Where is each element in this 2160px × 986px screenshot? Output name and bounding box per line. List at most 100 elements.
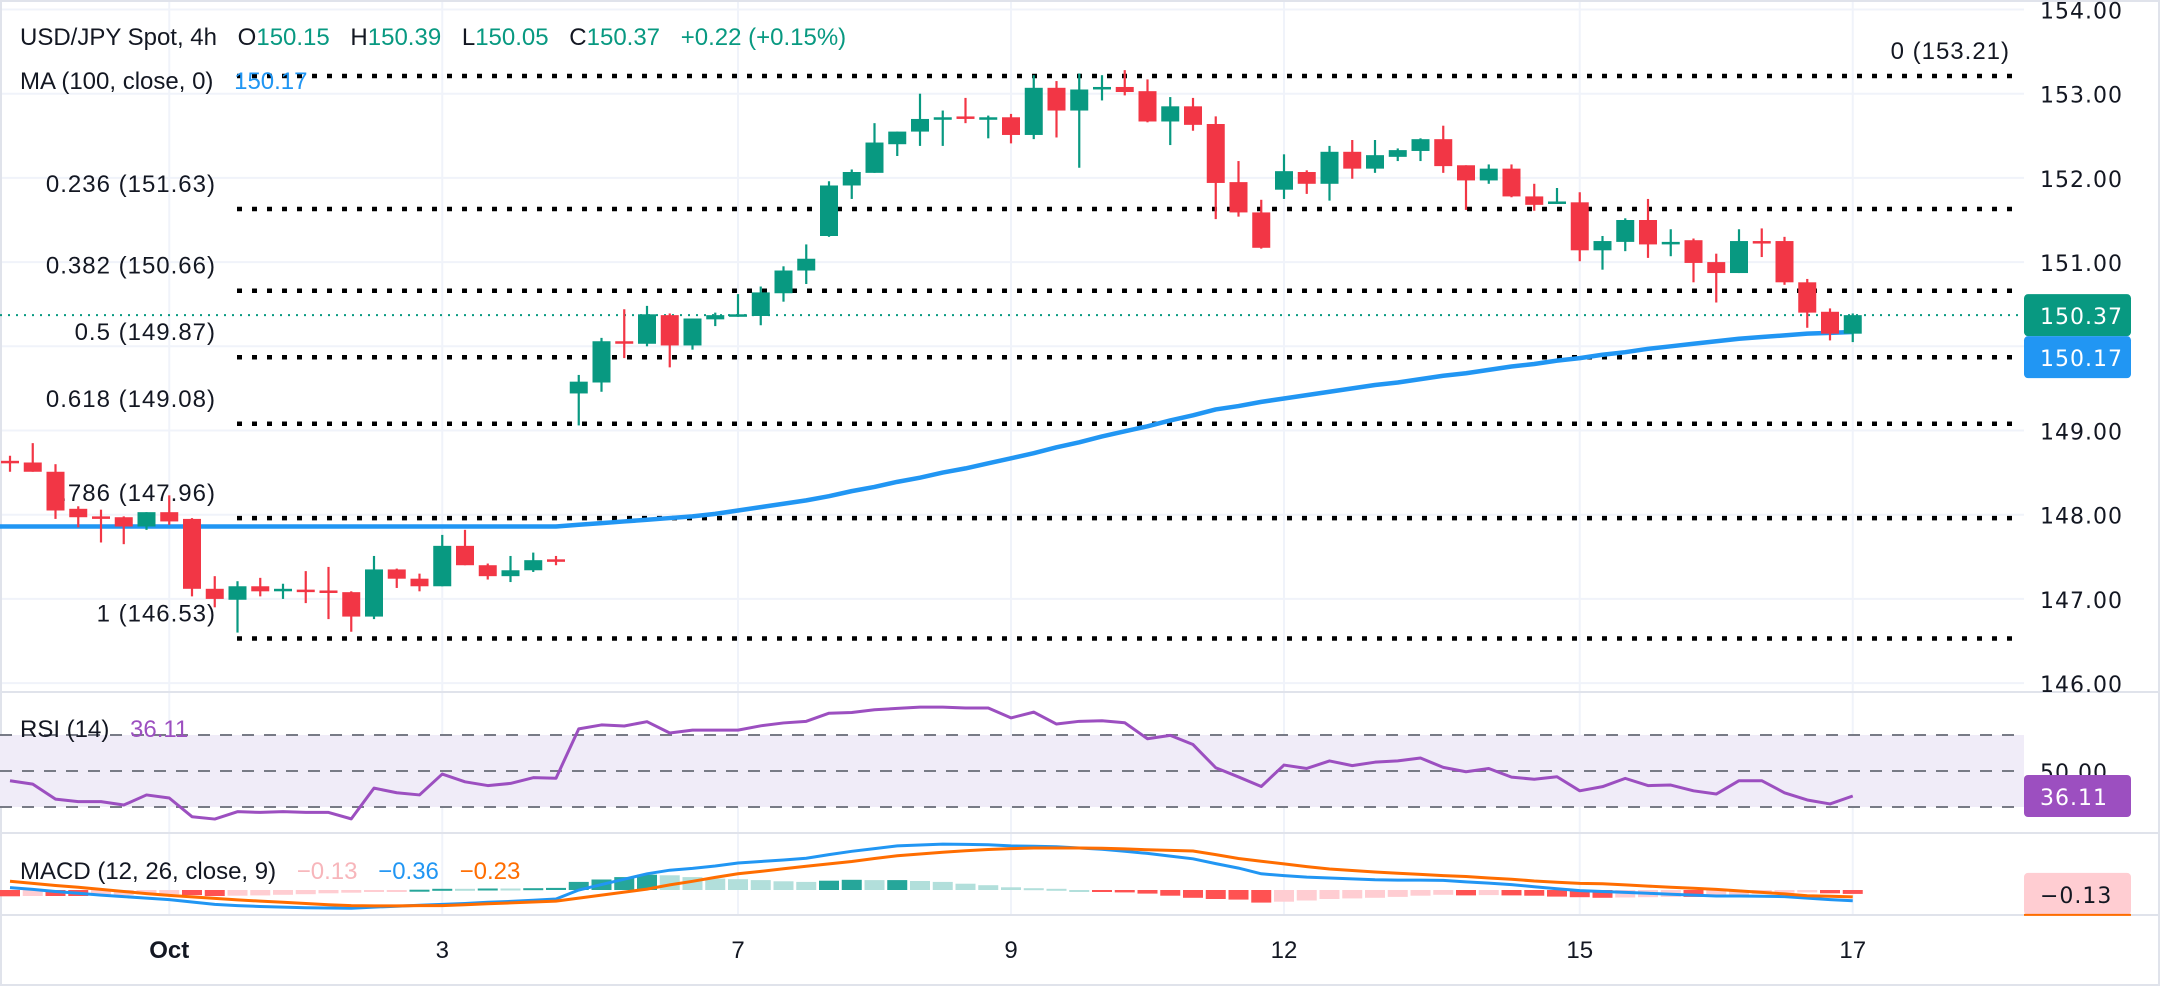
candle-body [592,341,611,383]
time-scale[interactable] [0,915,2160,985]
candle[interactable] [183,518,201,597]
candle[interactable] [1434,125,1453,173]
macd-legend[interactable]: MACD (12, 26, close, 9) −0.13 −0.36 −0.2… [20,858,520,886]
candle[interactable] [342,591,361,632]
candle[interactable] [956,97,975,124]
candle[interactable] [1024,75,1043,140]
candle[interactable] [1070,73,1089,168]
candle[interactable] [615,309,634,359]
candle[interactable] [888,131,907,157]
candle[interactable] [319,566,338,620]
candle[interactable] [979,115,998,139]
candle[interactable] [547,555,565,566]
candle[interactable] [1616,218,1635,252]
macd-histogram-bar [1001,887,1021,890]
candle[interactable] [569,374,588,426]
candle[interactable] [160,495,179,525]
candle[interactable] [1275,154,1293,199]
candle[interactable] [1047,81,1066,138]
candle[interactable] [592,337,611,392]
candle[interactable] [751,286,770,326]
candle[interactable] [1707,253,1726,303]
candle[interactable] [683,318,702,350]
candle[interactable] [137,512,156,530]
candle[interactable] [205,576,224,608]
macd-histogram-bar [409,889,430,892]
candle[interactable] [69,506,88,528]
ma-legend[interactable]: MA (100, close, 0) 150.17 [20,68,308,96]
candle[interactable] [1843,313,1862,343]
candle[interactable] [1002,113,1020,144]
candle[interactable] [456,529,474,566]
candle[interactable] [23,443,42,472]
candle[interactable] [1184,97,1202,131]
candle[interactable] [1548,188,1566,205]
candle[interactable] [1684,238,1703,283]
candle[interactable] [274,583,292,599]
candle[interactable] [410,573,429,592]
ma-100-polyline[interactable] [10,329,1853,529]
candle[interactable] [1388,148,1407,162]
candle[interactable] [387,568,406,588]
rsi-legend[interactable]: RSI (14) 36.11 [20,716,188,744]
candle-body [1252,212,1271,248]
candle[interactable] [1343,140,1362,179]
candle-body [1343,151,1362,169]
candle[interactable] [1320,145,1339,201]
candle[interactable] [1570,192,1589,262]
candle[interactable] [524,552,543,572]
candle[interactable] [933,110,952,146]
symbol-legend[interactable]: USD/JPY Spot, 4h O150.15 H150.39 L150.05… [20,24,846,52]
candle[interactable] [92,509,110,543]
candle[interactable] [638,305,656,347]
symbol-title[interactable]: USD/JPY Spot, 4h [20,24,217,51]
time-axis-label: 3 [436,937,449,964]
candle[interactable] [911,93,929,146]
macd-line[interactable] [9,842,1853,910]
candle[interactable] [820,181,838,237]
candle[interactable] [1752,228,1771,258]
candle[interactable] [660,313,679,368]
candle[interactable] [842,169,861,199]
candle[interactable] [433,534,452,587]
candle[interactable] [729,294,747,317]
candle[interactable] [1366,140,1384,173]
candle[interactable] [478,563,497,580]
candle[interactable] [365,555,383,620]
signal-line[interactable] [9,846,1853,908]
candle[interactable] [251,577,270,597]
candle[interactable] [1661,229,1680,257]
candle[interactable] [1093,75,1111,101]
candle[interactable] [1730,229,1748,274]
candle[interactable] [1479,164,1498,184]
candle[interactable] [1502,164,1521,198]
candle[interactable] [46,464,65,519]
candle[interactable] [1161,97,1180,146]
candle[interactable] [706,312,725,327]
candle[interactable] [296,571,315,604]
candle[interactable] [228,581,247,633]
candle[interactable] [1252,199,1271,249]
candle[interactable] [1525,183,1544,211]
candle[interactable] [1206,116,1225,220]
candle[interactable] [1115,70,1134,96]
candle[interactable] [1297,170,1316,194]
candle[interactable] [1229,161,1248,217]
candle[interactable] [774,266,793,302]
candle[interactable] [1457,165,1475,210]
candle[interactable] [1821,308,1839,341]
candle[interactable] [1593,235,1612,270]
candle[interactable] [1,455,19,472]
candle[interactable] [797,244,816,284]
candle[interactable] [114,516,133,545]
candle[interactable] [1798,278,1817,328]
candle[interactable] [1775,236,1794,285]
candle[interactable] [501,555,520,583]
candle[interactable] [865,123,884,173]
candle[interactable] [1639,198,1657,258]
candle[interactable] [1138,79,1157,123]
rsi-line[interactable] [9,705,1854,821]
candle[interactable] [1411,138,1430,162]
